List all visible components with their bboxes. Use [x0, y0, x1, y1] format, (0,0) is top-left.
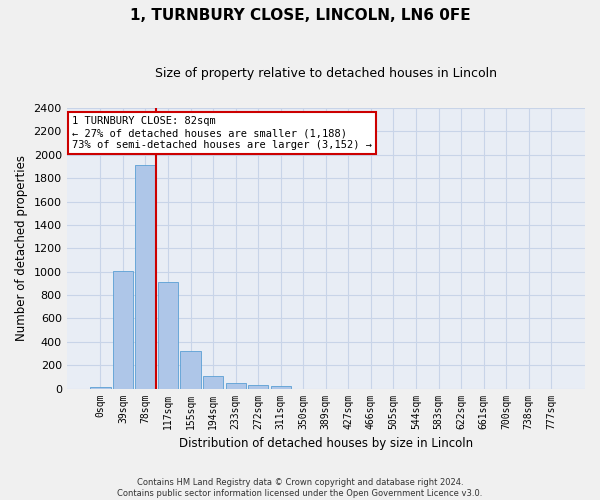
Bar	[136, 166, 155, 388]
Text: 1, TURNBURY CLOSE, LINCOLN, LN6 0FE: 1, TURNBURY CLOSE, LINCOLN, LN6 0FE	[130, 8, 470, 22]
Bar	[181, 351, 201, 389]
Bar	[158, 282, 178, 389]
Bar	[248, 385, 268, 388]
Text: 1 TURNBURY CLOSE: 82sqm
← 27% of detached houses are smaller (1,188)
73% of semi: 1 TURNBURY CLOSE: 82sqm ← 27% of detache…	[72, 116, 372, 150]
Bar	[203, 376, 223, 388]
Bar	[271, 386, 291, 388]
Title: Size of property relative to detached houses in Lincoln: Size of property relative to detached ho…	[155, 68, 497, 80]
Bar	[113, 270, 133, 388]
X-axis label: Distribution of detached houses by size in Lincoln: Distribution of detached houses by size …	[179, 437, 473, 450]
Bar	[90, 387, 110, 388]
Y-axis label: Number of detached properties: Number of detached properties	[15, 156, 28, 342]
Bar	[226, 382, 246, 388]
Text: Contains HM Land Registry data © Crown copyright and database right 2024.
Contai: Contains HM Land Registry data © Crown c…	[118, 478, 482, 498]
